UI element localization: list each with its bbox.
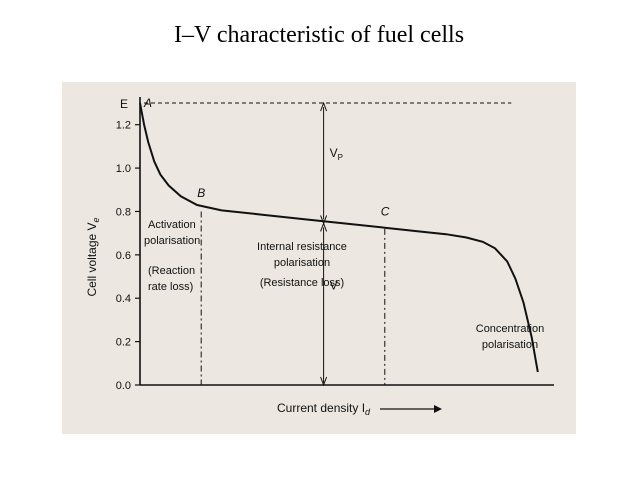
point-label-e: E [120, 97, 128, 111]
internal-label-line2: polarisation [274, 257, 330, 269]
y-tick-label: 0.8 [116, 206, 131, 218]
point-label-c: C [381, 205, 390, 219]
iv-curve [139, 102, 539, 373]
iv-chart-figure: 0.0 0.2 0.4 0.6 0.8 1.0 1.2 E A B C VP V Activation p… [62, 82, 576, 434]
y-axis-label: Cell voltage Ve [85, 217, 101, 296]
guide-lines [144, 101, 512, 387]
chart-axes [139, 97, 554, 413]
concentration-label-line2: polarisation [482, 339, 538, 351]
point-label-a: A [143, 96, 152, 110]
activation-label-line1: Activation [148, 219, 196, 231]
y-ticks: 0.0 0.2 0.4 0.6 0.8 1.0 1.2 [116, 120, 140, 392]
y-tick-label: 1.2 [116, 120, 131, 132]
activation-label-line3: (Reaction [148, 265, 195, 277]
point-label-b: B [197, 186, 205, 200]
v-arrow-head-top [320, 221, 328, 232]
slide-title: I–V characteristic of fuel cells [173, 22, 465, 48]
y-tick-label: 0.2 [116, 337, 131, 349]
internal-label-line1: Internal resistance [257, 241, 347, 253]
vp-arrow-head-top [320, 101, 328, 112]
x-axis-label: Current density Id [277, 401, 371, 417]
v-label: V [330, 279, 338, 293]
y-tick-label: 0.6 [116, 250, 131, 262]
v-arrow-head-bottom [320, 376, 328, 387]
y-tick-label: 0.4 [116, 293, 131, 305]
vp-label: VP [330, 146, 343, 162]
y-tick-label: 1.0 [116, 163, 131, 175]
x-axis-arrow-head [434, 405, 442, 413]
activation-label-line4: rate loss) [148, 281, 193, 293]
internal-label-line3: (Resistance loss) [260, 277, 344, 289]
y-tick-label: 0.0 [116, 380, 131, 392]
concentration-label-line1: Concentration [476, 323, 545, 335]
iv-chart: 0.0 0.2 0.4 0.6 0.8 1.0 1.2 E A B C VP V Activation p… [85, 96, 554, 417]
activation-label-line2: polarisation [144, 235, 200, 247]
chart-labels: E A B C VP V Activation polarisation (Reaction ra… [120, 96, 544, 351]
